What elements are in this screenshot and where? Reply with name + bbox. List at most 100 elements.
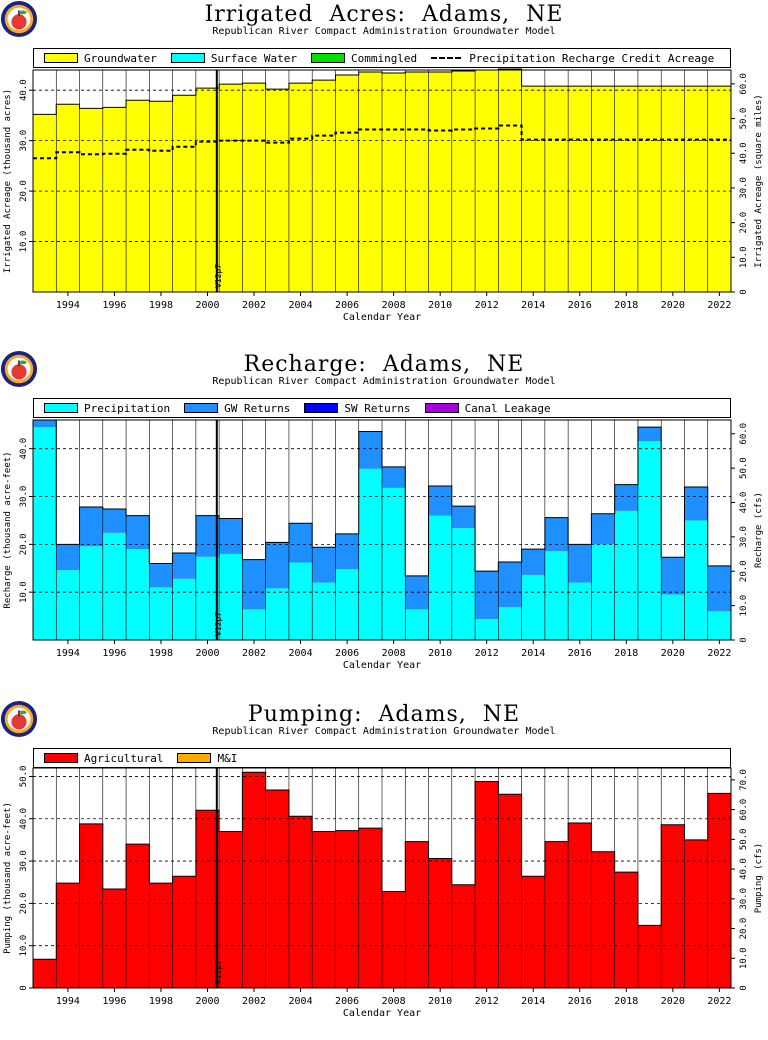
bar (475, 70, 499, 292)
bar (149, 101, 173, 292)
bar (684, 839, 708, 988)
x-tick-label: 2020 (661, 648, 685, 659)
x-tick-label: 2018 (614, 300, 638, 311)
x-tick-label: 2000 (195, 996, 219, 1007)
legend-swatch (177, 753, 212, 763)
x-tick-label: 2012 (475, 300, 499, 311)
legend-item-groundwater: Groundwater (44, 52, 157, 65)
bar (126, 100, 150, 292)
y-tick-label: 10.0 (19, 935, 29, 957)
apple-logo-icon (0, 350, 38, 388)
bar (149, 563, 173, 588)
x-axis-label: Calendar Year (343, 660, 421, 671)
bar (358, 72, 382, 292)
x-tick-label: 2014 (521, 300, 545, 311)
precip-credit-line (33, 124, 731, 160)
bar (33, 114, 57, 293)
bar (56, 104, 80, 293)
y-right-tick-label: 0 (739, 289, 749, 294)
x-tick-label: 2010 (428, 648, 452, 659)
bar (475, 781, 499, 988)
bar (451, 528, 476, 640)
bar (195, 515, 220, 557)
x-tick-label: 2014 (521, 648, 545, 659)
bar (265, 89, 289, 292)
bar (335, 75, 359, 292)
plot-frame (32, 419, 732, 641)
legend-swatch (304, 403, 339, 413)
irrigated-acres-plot: V12p7 1994 1996 1998 2000 2002 2004 2006 2008 201… (3, 68, 764, 323)
x-tick-label: 1996 (102, 300, 126, 311)
legend-item-commingled: Commingled (310, 52, 417, 65)
legend-label: Surface Water (210, 51, 297, 65)
x-tick-label: 2020 (661, 996, 685, 1007)
bar (661, 594, 685, 640)
legend: Precipitation GW Returns SW Returns Cana… (33, 398, 731, 418)
bar (568, 544, 592, 583)
bar (358, 468, 382, 640)
x-tick-label: 2006 (335, 300, 359, 311)
x-tick-label: 2004 (289, 300, 313, 311)
bar (149, 587, 173, 640)
legend-label: Agricultural (84, 751, 164, 765)
bar (498, 607, 522, 640)
y-axis-label: Irrigated Acreage (thousand acres) (3, 89, 13, 273)
y-right-tick-label: 50.0 (739, 108, 749, 130)
bar (335, 533, 359, 570)
bar (102, 508, 127, 533)
stack-outline (33, 771, 731, 960)
bar (451, 884, 476, 988)
bar (707, 793, 731, 988)
x-tick-label: 1998 (149, 648, 173, 659)
bar (79, 507, 103, 547)
x-axis-label: Calendar Year (343, 1008, 421, 1019)
bar (544, 517, 569, 552)
bar (79, 546, 103, 640)
legend-swatch (44, 403, 78, 413)
chart-title: Pumping: Adams, NE (247, 702, 521, 727)
bar (126, 844, 150, 988)
y-tick-label: 20.0 (19, 180, 29, 202)
bar (475, 618, 499, 640)
bar (544, 841, 569, 988)
bar (707, 565, 731, 612)
bar (568, 86, 592, 293)
y-right-tick-label: 40.0 (739, 858, 749, 880)
bar (475, 571, 499, 619)
x-tick-label: 1998 (149, 300, 173, 311)
bar (591, 513, 615, 545)
recharge-plot: V12p7 1994 1996 1998 2000 2002 2004 2006 2008 201… (3, 419, 764, 671)
stack-outline (33, 68, 731, 115)
legend-item-agricultural: Agricultural (44, 752, 163, 765)
bar (637, 427, 662, 442)
bar (591, 851, 615, 988)
legend-item-mi: M&I (177, 752, 237, 765)
y-right-tick-label: 50.0 (739, 457, 749, 479)
bar (265, 790, 289, 988)
x-tick-label: 2022 (707, 996, 731, 1007)
legend-label: GW Returns (224, 401, 291, 415)
x-tick-label: 2018 (614, 996, 638, 1007)
bar (219, 84, 243, 292)
bar (428, 858, 452, 988)
bar (661, 557, 685, 595)
bar (219, 518, 243, 554)
legend-swatch (184, 403, 219, 413)
bar (591, 86, 615, 293)
bar (382, 891, 406, 988)
legend: Agricultural M&I (33, 748, 731, 768)
bar (498, 794, 522, 988)
bar (521, 876, 545, 988)
bar (451, 71, 476, 292)
bar (684, 86, 708, 293)
plot-frame (32, 69, 732, 293)
bar (288, 83, 313, 292)
legend-swatch (424, 403, 459, 413)
x-tick-label: 2008 (382, 648, 406, 659)
x-tick-label: 2022 (707, 648, 731, 659)
y-tick-label: 40.0 (19, 438, 29, 460)
legend-swatch (310, 53, 345, 63)
bar (335, 830, 359, 988)
y-right-tick-label: 40.0 (739, 142, 749, 164)
y-tick-label: 20.0 (19, 893, 29, 915)
